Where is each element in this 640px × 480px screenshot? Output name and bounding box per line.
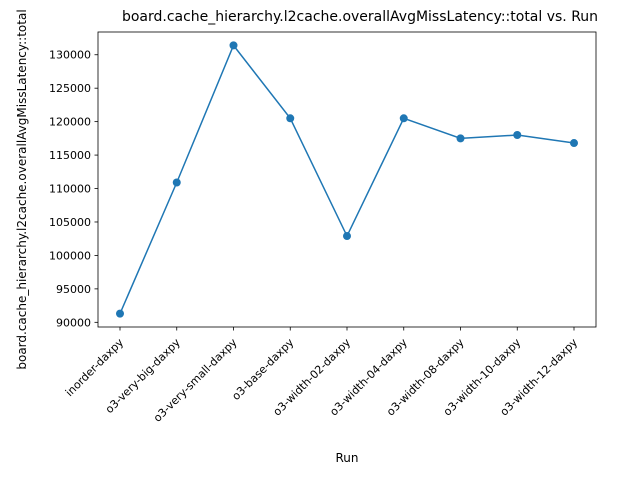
data-point-2 [172, 178, 181, 187]
chart-title: board.cache_hierarchy.l2cache.overallAvg… [122, 9, 598, 25]
plot-area: 90000 95000 100000 105000 110000 115000 120000… [49, 31, 597, 425]
data-point-7 [456, 134, 465, 143]
y-tick-label-2: 95000 [56, 283, 91, 296]
x-tick-label-1: inorder-daxpy [63, 336, 127, 400]
y-tick-label-4: 105000 [49, 216, 91, 229]
series-line [119, 43, 575, 314]
y-tick-label-7: 120000 [49, 116, 91, 129]
y-tick-label-1: 90000 [56, 316, 91, 329]
y-axis-label: board.cache_hierarchy.l2cache.overallAvg… [15, 9, 29, 369]
y-tick-label-6: 115000 [49, 149, 91, 162]
data-point-9 [570, 139, 578, 148]
data-point-1 [116, 309, 124, 318]
data-point-3 [229, 41, 238, 50]
y-tick-label-5: 110000 [49, 183, 91, 196]
y-tick-label-3: 100000 [49, 249, 91, 262]
data-point-4 [286, 114, 295, 123]
axes-frame [97, 31, 597, 328]
data-point-8 [513, 131, 522, 140]
y-tick-label-8: 125000 [49, 82, 91, 95]
data-point-6 [399, 114, 408, 123]
x-axis-label: Run [335, 451, 358, 465]
data-point-5 [343, 232, 351, 241]
y-tick-label-9: 130000 [49, 49, 91, 62]
